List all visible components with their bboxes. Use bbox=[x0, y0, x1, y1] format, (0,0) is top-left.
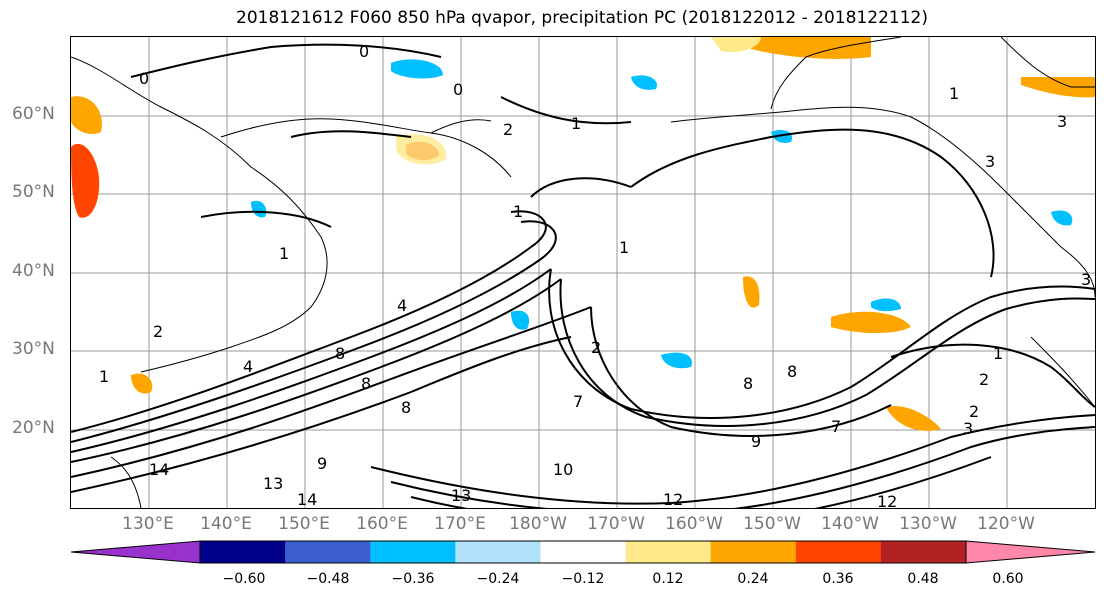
contour-label: 0 bbox=[359, 42, 369, 61]
contour-label: 0 bbox=[453, 80, 463, 99]
colorbar-tick-label: 0.48 bbox=[907, 571, 939, 587]
lon-label: 130°E bbox=[122, 514, 174, 534]
contour-label: 10 bbox=[553, 460, 573, 479]
colorbar-segment bbox=[370, 541, 456, 563]
contour-label: 9 bbox=[317, 454, 327, 473]
lon-label: 160°W bbox=[665, 514, 723, 534]
contour-label: 12 bbox=[663, 490, 683, 508]
map-canvas: 0 0 0 1 1 1 1 1 1 1 2 2 2 2 2 3 3 3 3 4 … bbox=[71, 37, 1095, 508]
lat-label: 60°N bbox=[12, 104, 55, 124]
colorbar-tick-label: 0.24 bbox=[737, 571, 769, 587]
contour-label: 0 bbox=[139, 69, 149, 88]
colorbar-segment bbox=[880, 541, 967, 563]
contour-label: 2 bbox=[153, 322, 163, 341]
graticule bbox=[71, 37, 1095, 508]
contour-label: 2 bbox=[503, 120, 513, 139]
contour-label: 14 bbox=[149, 460, 169, 479]
contour-label: 4 bbox=[243, 357, 253, 376]
colorbar-segment bbox=[200, 541, 286, 563]
contour-label: 13 bbox=[263, 474, 283, 493]
colorbar-tick-label: 0.12 bbox=[652, 571, 684, 587]
contour-label: 1 bbox=[993, 344, 1003, 363]
contour-label: 1 bbox=[513, 202, 523, 221]
colorbar-segment bbox=[625, 541, 712, 563]
contour-label: 4 bbox=[397, 296, 407, 315]
contour-label: 1 bbox=[949, 84, 959, 103]
contour-label: 1 bbox=[619, 238, 629, 257]
contour-label: 8 bbox=[787, 362, 797, 381]
contour-label: 2 bbox=[969, 402, 979, 421]
colorbar-tick-label: −0.48 bbox=[306, 571, 350, 587]
lat-label: 30°N bbox=[12, 339, 55, 359]
lon-label: 140°W bbox=[821, 514, 879, 534]
colorbar-tick-label: −0.24 bbox=[476, 571, 520, 587]
lon-label: 140°E bbox=[200, 514, 252, 534]
contour-label: 1 bbox=[279, 244, 289, 263]
colorbar-segment bbox=[795, 541, 882, 563]
contour-label: 3 bbox=[1057, 112, 1067, 131]
contour-label: 7 bbox=[573, 392, 583, 411]
map-title: 2018121612 F060 850 hPa qvapor, precipit… bbox=[236, 8, 928, 28]
contour-label: 12 bbox=[877, 492, 897, 508]
colorbar-extend-high bbox=[966, 541, 1095, 563]
contour-label: 3 bbox=[963, 419, 973, 438]
colorbar-segment bbox=[710, 541, 797, 563]
lon-label: 160°E bbox=[356, 514, 408, 534]
contour-label: 8 bbox=[401, 398, 411, 417]
colorbar-tick-label: 0.60 bbox=[992, 571, 1024, 587]
lon-label: 120°W bbox=[977, 514, 1035, 534]
colorbar-segments bbox=[71, 541, 1095, 563]
colorbar-segment bbox=[540, 541, 627, 563]
contour-label: 1 bbox=[571, 114, 581, 133]
contour-label: 7 bbox=[831, 417, 841, 436]
lon-label: 150°E bbox=[278, 514, 330, 534]
lon-label: 150°W bbox=[743, 514, 801, 534]
contour-label: 9 bbox=[751, 432, 761, 451]
colorbar-tick-label: −0.12 bbox=[561, 571, 605, 587]
coastlines bbox=[71, 37, 1095, 508]
colorbar-extend-low bbox=[71, 541, 200, 563]
qvapor-contours bbox=[71, 43, 1095, 508]
lon-label: 170°W bbox=[587, 514, 645, 534]
contour-label-group: 0 0 0 1 1 1 1 1 1 1 2 2 2 2 2 3 3 3 3 4 … bbox=[99, 42, 1091, 508]
map-panel: 0 0 0 1 1 1 1 1 1 1 2 2 2 2 2 3 3 3 3 4 … bbox=[70, 36, 1096, 509]
colorbar-segment bbox=[455, 541, 541, 563]
contour-label: 8 bbox=[361, 374, 371, 393]
contour-label: 3 bbox=[1081, 270, 1091, 289]
lat-label: 40°N bbox=[12, 261, 55, 281]
contour-label: 3 bbox=[985, 152, 995, 171]
lat-label: 20°N bbox=[12, 418, 55, 438]
lon-label: 130°W bbox=[899, 514, 957, 534]
colorbar-segment bbox=[285, 541, 371, 563]
contour-label: 8 bbox=[335, 344, 345, 363]
contour-label: 13 bbox=[451, 486, 471, 505]
contour-label: 2 bbox=[591, 338, 601, 357]
contour-label: 1 bbox=[99, 367, 109, 386]
contour-label: 14 bbox=[297, 490, 317, 508]
lon-label: 180°W bbox=[509, 514, 567, 534]
colorbar bbox=[70, 540, 1096, 564]
contour-label: 2 bbox=[979, 370, 989, 389]
lat-label: 50°N bbox=[12, 182, 55, 202]
colorbar-tick-label: 0.36 bbox=[822, 571, 854, 587]
lon-label: 170°E bbox=[434, 514, 486, 534]
contour-label: 8 bbox=[743, 374, 753, 393]
colorbar-tick-label: −0.60 bbox=[222, 571, 266, 587]
precip-shading bbox=[71, 37, 1095, 431]
colorbar-tick-label: −0.36 bbox=[391, 571, 435, 587]
